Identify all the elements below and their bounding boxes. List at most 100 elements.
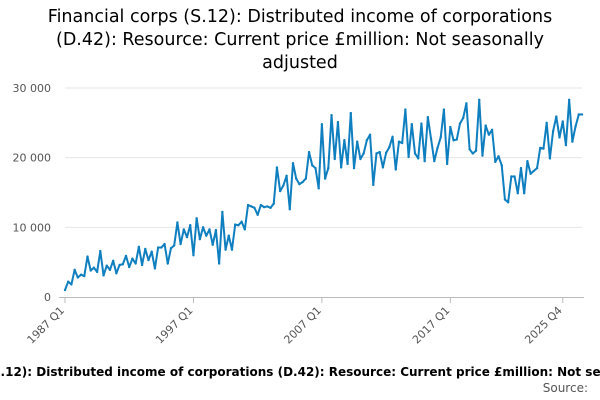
data-point [471, 152, 475, 155]
data-point [198, 237, 202, 241]
x-tick-label: 2025 Q4 [522, 304, 565, 347]
data-point [397, 140, 401, 143]
data-point [179, 242, 182, 246]
data-point [307, 150, 311, 154]
y-axis-ticks: 0 10 000 20 000 30 000 [13, 82, 52, 304]
data-point [433, 159, 436, 163]
data-point [542, 147, 545, 150]
data-point [237, 224, 240, 227]
data-point [269, 206, 272, 210]
data-point [304, 177, 308, 180]
data-point [436, 146, 439, 150]
data-point [539, 146, 542, 150]
x-tick-label: 1987 Q1 [25, 304, 68, 347]
data-point [522, 191, 526, 195]
data-point [301, 180, 304, 184]
x-tick-label: 2017 Q1 [410, 304, 453, 347]
data-point [391, 135, 394, 138]
y-tick-label: 10 000 [13, 221, 52, 234]
data-point [227, 234, 230, 237]
data-point [484, 124, 487, 127]
data-point [529, 172, 532, 175]
data-point [192, 254, 195, 257]
data-point [118, 263, 121, 267]
data-point [150, 250, 153, 253]
data-point [205, 234, 208, 237]
data-point [291, 162, 295, 165]
data-point [169, 247, 173, 250]
data-point [233, 223, 237, 226]
y-tick-label: 20 000 [13, 152, 52, 165]
data-point [400, 141, 404, 145]
data-point [272, 202, 275, 205]
data-point [121, 263, 125, 266]
data-point [423, 159, 426, 163]
data-point [555, 115, 558, 118]
x-axis-ticks: 1987 Q1 1997 Q1 2007 Q1 2017 Q1 2025 Q4 [25, 297, 565, 346]
data-point [535, 166, 539, 170]
data-point [558, 136, 561, 139]
data-point [519, 166, 523, 170]
data-point [356, 140, 359, 143]
data-point [73, 268, 76, 272]
data-point [352, 166, 356, 170]
data-point [83, 274, 86, 278]
data-point [211, 243, 214, 246]
data-point [95, 270, 99, 274]
data-point [124, 254, 128, 258]
data-point [266, 205, 269, 208]
data-point [407, 155, 410, 159]
data-point [102, 274, 105, 277]
data-point [333, 157, 336, 161]
data-point [490, 128, 494, 131]
data-point [481, 154, 484, 157]
data-point [76, 276, 80, 279]
data-point [388, 146, 391, 149]
data-point [163, 242, 166, 246]
caption-text: Financial corps (S.12): Distributed inco… [0, 365, 600, 379]
data-point [375, 152, 378, 155]
data-point [282, 184, 285, 187]
data-point [404, 108, 407, 111]
data-point [144, 247, 147, 251]
data-point [394, 168, 397, 171]
data-point [217, 262, 221, 265]
data-point [362, 152, 365, 155]
data-point [497, 155, 500, 158]
caption: Financial corps (S.12): Distributed inco… [0, 363, 600, 381]
x-tick-label: 2007 Q1 [281, 304, 324, 347]
series-line-0 [64, 98, 583, 292]
data-point [262, 205, 266, 209]
data-point [79, 273, 83, 276]
data-point [468, 148, 471, 151]
data-point [343, 139, 346, 142]
data-point [442, 108, 446, 111]
data-point [378, 150, 381, 154]
data-point [567, 98, 571, 102]
data-point [70, 283, 73, 286]
source-label: Source: [542, 381, 588, 395]
chart-title: Financial corps (S.12): Distributed inco… [47, 7, 553, 73]
data-point [221, 210, 224, 214]
data-point [346, 162, 349, 166]
data-point [288, 208, 291, 211]
data-point [111, 259, 115, 262]
data-point [189, 224, 192, 227]
x-tick-label: 1997 Q1 [153, 304, 196, 347]
data-point [208, 228, 211, 231]
data-point [278, 189, 282, 193]
data-point [574, 125, 577, 128]
y-tick-label: 30 000 [13, 82, 52, 95]
data-point [317, 187, 320, 190]
data-point [458, 122, 462, 125]
data-point [551, 129, 555, 133]
data-point [243, 228, 247, 231]
data-point [195, 217, 198, 220]
data-point [372, 183, 375, 187]
data-point [359, 157, 362, 161]
data-point [182, 228, 186, 231]
data-point [166, 262, 169, 265]
data-point [580, 113, 584, 116]
data-point [420, 122, 423, 125]
